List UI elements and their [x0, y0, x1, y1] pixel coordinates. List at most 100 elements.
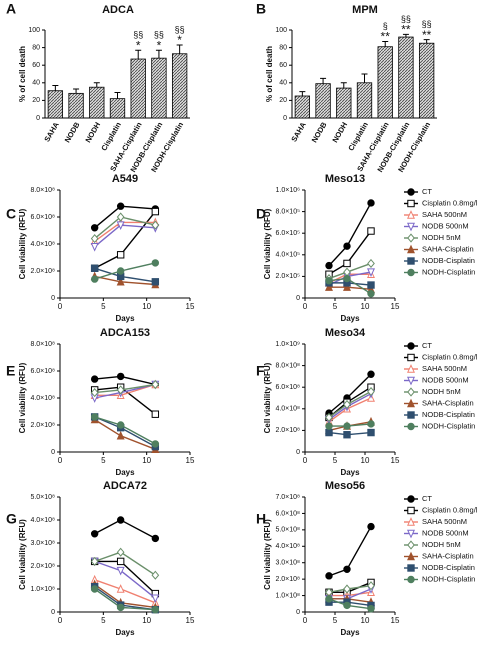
y-tick-label: 40: [32, 80, 40, 87]
y-tick-label: 2.0×10⁸: [275, 427, 300, 434]
chart-title: ADCA153: [100, 327, 150, 339]
y-tick-label: 7.0×10⁸: [275, 494, 300, 501]
error-bar: [320, 77, 327, 84]
marker: [116, 202, 125, 210]
x-tick-label: SAHA: [42, 120, 61, 143]
y-axis-title: % of cell death: [265, 46, 274, 102]
marker: [116, 251, 125, 259]
marker: [116, 212, 125, 222]
panel-letter: E: [6, 363, 15, 379]
x-tick-label: 0: [58, 302, 63, 311]
y-tick-label: 6.0×10⁵: [275, 230, 300, 237]
error-bar: [93, 82, 100, 88]
series-line: [328, 230, 372, 275]
x-axis-title: Days: [115, 468, 135, 477]
y-tick-label: 3.0×10⁸: [275, 560, 300, 567]
legend-label: CT: [422, 494, 432, 503]
marker: [325, 428, 333, 437]
x-tick-label: 5: [101, 456, 106, 465]
y-axis-title: % of cell death: [18, 46, 27, 102]
x-tick-label: NODH: [330, 120, 349, 144]
x-tick-label: 5: [333, 616, 338, 625]
legend-marker: [407, 529, 415, 539]
marker: [116, 421, 125, 429]
annotation: §§: [401, 14, 411, 24]
legend-label: SAHA-Cisplatin: [422, 244, 474, 253]
marker: [151, 410, 160, 418]
legend-label: NODH 5nM: [422, 540, 461, 549]
error-bar: [361, 73, 368, 83]
x-tick-label: 15: [391, 616, 400, 625]
y-tick-label: 60: [32, 62, 40, 69]
marker: [151, 594, 160, 604]
bar: [294, 95, 311, 119]
y-tick-label: 60: [279, 62, 287, 69]
error-bar: [299, 91, 306, 96]
x-tick-label: 0: [303, 456, 308, 465]
chart-title: MPM: [352, 4, 378, 16]
error-bar: [176, 44, 183, 54]
y-tick-label: 3.0×10⁸: [30, 540, 55, 547]
x-tick-label: NODB: [63, 120, 82, 144]
y-tick-label: 4.0×10⁸: [30, 395, 55, 402]
marker: [325, 595, 333, 603]
panel-letter: G: [6, 511, 17, 527]
marker: [325, 412, 333, 423]
marker: [90, 556, 99, 566]
legend-label: NODB 500nM: [422, 528, 469, 537]
y-tick-label: 4.0×10⁸: [30, 517, 55, 524]
y-tick-label: 0: [296, 295, 300, 302]
x-tick-label: 5: [101, 302, 106, 311]
marker: [151, 440, 160, 448]
legend-marker: [407, 387, 415, 397]
legend-marker: [407, 376, 415, 386]
legend-label: Cisplatin 0.8mg/l: [422, 505, 478, 514]
error-bar: [402, 33, 409, 38]
marker: [116, 547, 125, 557]
error-bar: [423, 39, 430, 44]
marker: [151, 570, 160, 580]
bar: [418, 42, 435, 119]
marker: [367, 522, 375, 531]
x-tick-label: 0: [303, 302, 308, 311]
legend-marker: [407, 540, 415, 550]
x-axis-title: Days: [340, 468, 360, 477]
series-line: [94, 205, 156, 229]
annotation: §§: [175, 24, 185, 34]
y-tick-label: 0: [296, 609, 300, 616]
marker: [116, 221, 125, 230]
panel-letter: B: [256, 1, 266, 17]
y-tick-label: 80: [279, 44, 287, 51]
legend-label: CT: [422, 341, 432, 350]
marker: [367, 289, 375, 298]
legend-label: SAHA-Cisplatin: [422, 551, 474, 560]
annotation: *: [157, 38, 162, 52]
annotation: §§: [422, 19, 432, 29]
y-tick-label: 6.0×10⁸: [30, 214, 55, 221]
marker: [343, 282, 351, 291]
panel-letter: D: [256, 206, 266, 222]
error-bar: [114, 91, 121, 99]
annotation: **: [381, 30, 391, 44]
x-tick-label: 0: [58, 456, 63, 465]
legend-label: Cisplatin 0.8mg/l: [422, 198, 478, 207]
annotation: *: [177, 33, 182, 47]
legend-marker: [407, 342, 415, 350]
legend-label: SAHA 500nM: [422, 364, 467, 373]
marker: [367, 386, 375, 397]
x-tick-label: 0: [303, 616, 308, 625]
legend-label: NODB-Cisplatin: [422, 410, 475, 419]
y-tick-label: 0: [51, 609, 55, 616]
y-axis-title: Cell viability (RFU): [263, 362, 272, 433]
marker: [151, 207, 160, 216]
x-axis-title: Days: [340, 628, 360, 637]
y-tick-label: 80: [32, 44, 40, 51]
y-tick-label: 4.0×10⁵: [275, 252, 300, 259]
y-tick-label: 8.0×10⁸: [30, 341, 55, 348]
x-tick-label: 15: [391, 302, 400, 311]
legend-marker: [407, 506, 415, 515]
y-axis-title: Cell viability (RFU): [18, 362, 27, 433]
y-tick-label: 0: [51, 449, 55, 456]
series-line: [94, 560, 156, 595]
marker: [343, 274, 351, 283]
